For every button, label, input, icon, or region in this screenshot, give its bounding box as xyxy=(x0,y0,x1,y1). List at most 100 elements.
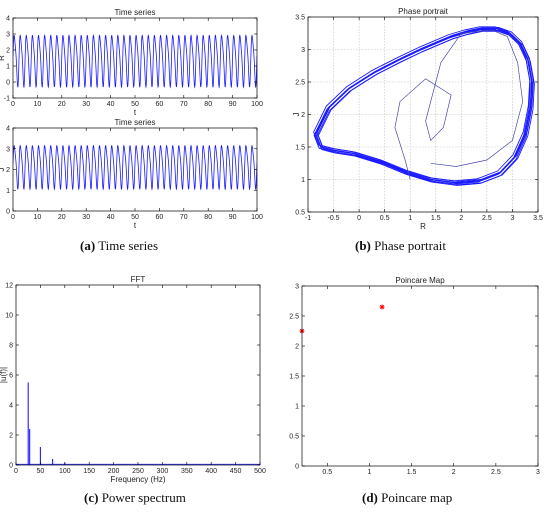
caption-b: (b) Phase portrait xyxy=(355,238,446,254)
y-axis-label: J xyxy=(292,113,301,117)
x-tick-label: 3 xyxy=(536,469,540,476)
x-tick-label: 1 xyxy=(408,215,412,222)
y-tick-label: 0 xyxy=(295,464,299,471)
attractor-loop xyxy=(314,27,533,184)
caption-b-text: Phase portrait xyxy=(374,238,446,253)
y-tick-label: 4 xyxy=(6,126,10,133)
y-tick-label: 0 xyxy=(6,80,10,87)
series-line xyxy=(13,144,257,191)
x-tick-label: 70 xyxy=(180,101,188,108)
x-tick-label: 0 xyxy=(11,214,15,221)
x-tick-label: 500 xyxy=(254,468,266,475)
x-tick-label: 30 xyxy=(82,101,90,108)
y-tick-label: 1.5 xyxy=(295,145,305,152)
x-tick-label: 20 xyxy=(58,101,66,108)
x-tick-label: 450 xyxy=(230,468,242,475)
x-tick-label: 300 xyxy=(157,468,169,475)
chart-phase: -1 -0.5 0 0.5 1 1.5 2 2.5 3 3.5 0.5 1 1.5 2 2.5 3 3.5 Pha… xyxy=(292,7,543,231)
caption-d-text: Poincare map xyxy=(381,490,453,505)
poincare-point xyxy=(379,304,385,310)
chart-fft: 0 50 100 150 200 250 300 350 400 450 500 0 2 4 6 8 10 12 F… xyxy=(0,275,266,484)
chart-poincare: 0.5 1 1.5 2 2.5 3 0 0.5 1 1.5 2 2.5 3 Poincare Map xyxy=(289,276,540,476)
plot-area xyxy=(16,285,260,465)
x-tick-label: 2 xyxy=(459,215,463,222)
y-tick-label: 0 xyxy=(6,209,10,216)
y-tick-label: 1 xyxy=(301,177,305,184)
y-tick-label: 1 xyxy=(6,188,10,195)
y-tick-label: 4 xyxy=(6,16,10,23)
x-axis-label: R xyxy=(420,222,426,231)
y-tick-label: 3 xyxy=(301,47,305,54)
y-tick-label: 0 xyxy=(9,463,13,470)
x-tick-label: 70 xyxy=(180,214,188,221)
y-tick-label: 12 xyxy=(5,283,13,290)
x-tick-label: 2.5 xyxy=(491,469,501,476)
x-tick-label: 1 xyxy=(367,469,371,476)
x-tick-label: 250 xyxy=(132,468,144,475)
y-tick-label: 2 xyxy=(6,48,10,55)
y-tick-label: 2 xyxy=(6,167,10,174)
transient-trajectory xyxy=(394,29,524,180)
chart-title: FFT xyxy=(131,275,146,284)
x-tick-label: 0 xyxy=(357,215,361,222)
x-tick-label: 2 xyxy=(452,469,456,476)
y-tick-label: 6 xyxy=(9,373,13,380)
attractor-loop xyxy=(316,30,534,186)
y-tick-label: 3 xyxy=(6,32,10,39)
x-tick-label: 100 xyxy=(251,214,263,221)
y-tick-label: 10 xyxy=(5,313,13,320)
x-tick-label: 0.5 xyxy=(380,215,390,222)
x-tick-label: 50 xyxy=(37,468,45,475)
x-tick-label: 2.5 xyxy=(482,215,492,222)
x-tick-label: 60 xyxy=(156,214,164,221)
x-tick-label: 0 xyxy=(11,101,15,108)
x-axis-label: t xyxy=(134,108,137,117)
x-tick-label: -1 xyxy=(305,215,311,222)
x-tick-label: 0.5 xyxy=(322,469,332,476)
x-tick-label: 80 xyxy=(204,101,212,108)
x-axis-label: Frequency (Hz) xyxy=(110,475,165,484)
chart-title: Time series xyxy=(114,118,155,127)
x-tick-label: 200 xyxy=(108,468,120,475)
y-tick-label: 3.5 xyxy=(295,15,305,22)
y-tick-label: 1 xyxy=(6,64,10,71)
caption-d-letter: (d) xyxy=(362,490,378,505)
y-tick-label: -1 xyxy=(4,96,10,103)
y-axis-label: R xyxy=(0,55,6,61)
x-tick-label: 90 xyxy=(229,101,237,108)
caption-c-letter: (c) xyxy=(84,490,99,505)
y-tick-label: 2.5 xyxy=(289,314,299,321)
x-tick-label: 40 xyxy=(107,101,115,108)
attractor-loop xyxy=(313,26,531,182)
y-tick-label: 8 xyxy=(9,343,13,350)
x-tick-label: 50 xyxy=(131,214,139,221)
y-tick-label: 3 xyxy=(6,146,10,153)
chart-title: Time series xyxy=(114,8,155,17)
x-tick-label: 100 xyxy=(59,468,71,475)
x-tick-label: 60 xyxy=(156,101,164,108)
x-tick-label: 150 xyxy=(83,468,95,475)
plot-area xyxy=(302,286,538,466)
caption-c-text: Power spectrum xyxy=(101,490,186,505)
caption-a-text: Time series xyxy=(98,238,159,253)
caption-a: (a) Time series xyxy=(80,238,158,254)
x-tick-label: 40 xyxy=(107,214,115,221)
x-tick-label: 3 xyxy=(510,215,514,222)
x-tick-label: 1.5 xyxy=(407,469,417,476)
chart-ts_J: 0 10 20 30 40 50 60 70 80 90 100 0 1 2 3 4 Time series t J xyxy=(0,118,263,230)
x-tick-label: 400 xyxy=(205,468,217,475)
x-tick-label: 100 xyxy=(251,101,263,108)
caption-b-letter: (b) xyxy=(355,238,371,253)
y-axis-label: J xyxy=(0,168,6,172)
x-tick-label: 80 xyxy=(204,214,212,221)
x-tick-label: 3.5 xyxy=(533,215,543,222)
x-tick-label: -0.5 xyxy=(328,215,340,222)
y-tick-label: 1 xyxy=(295,404,299,411)
y-tick-label: 1.5 xyxy=(289,374,299,381)
y-tick-label: 2 xyxy=(301,112,305,119)
y-tick-label: 0.5 xyxy=(295,210,305,217)
x-tick-label: 10 xyxy=(34,101,42,108)
caption-c: (c) Power spectrum xyxy=(84,490,186,506)
